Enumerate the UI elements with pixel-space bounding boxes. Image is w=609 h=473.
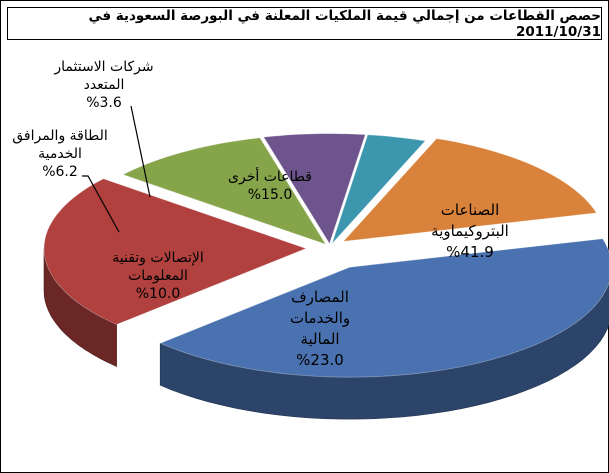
slice-label-1-line-2: المالية xyxy=(300,330,339,348)
pie-slice-5 xyxy=(342,138,598,242)
slice-label-5-line-0: قطاعات أخرى xyxy=(228,167,312,185)
slice-value-label-4: %3.6 xyxy=(86,95,122,111)
chart-title: حصص القطاعات من إجمالي قيمة الملكيات الم… xyxy=(7,7,602,40)
slice-label-3-line-0: الطاقة والمرافق xyxy=(12,128,108,144)
slice-label-0-line-0: الصناعات xyxy=(441,201,499,219)
slice-label-4-line-0: شركات الاستثمار xyxy=(53,59,153,75)
slice-value-label-3: %6.2 xyxy=(42,164,78,180)
leader-line-4 xyxy=(130,105,151,198)
slice-label-1-line-1: والخدمات xyxy=(290,309,350,327)
slice-label-2-line-1: المعلومات xyxy=(128,268,188,284)
slice-label-2-line-0: الإتصالات وتقنية xyxy=(112,250,204,266)
slice-label-0-line-1: البتروكيماوية xyxy=(431,222,509,240)
pie-slice-4 xyxy=(331,134,427,244)
leader-line-3 xyxy=(82,175,120,233)
slice-value-label-5: %15.0 xyxy=(248,187,292,203)
slice-value-label-1: %23.0 xyxy=(296,351,344,369)
slice-value-label-0: %41.9 xyxy=(446,243,494,261)
slice-label-3-line-1: الخدمية xyxy=(38,146,82,162)
pie-slice-2 xyxy=(122,137,327,246)
slice-label-1-line-0: المصارف xyxy=(291,288,349,306)
slice-value-label-2: %10.0 xyxy=(136,286,180,302)
pie-slice-3 xyxy=(263,133,366,245)
slice-label-4-line-1: المتعدد xyxy=(84,77,125,93)
